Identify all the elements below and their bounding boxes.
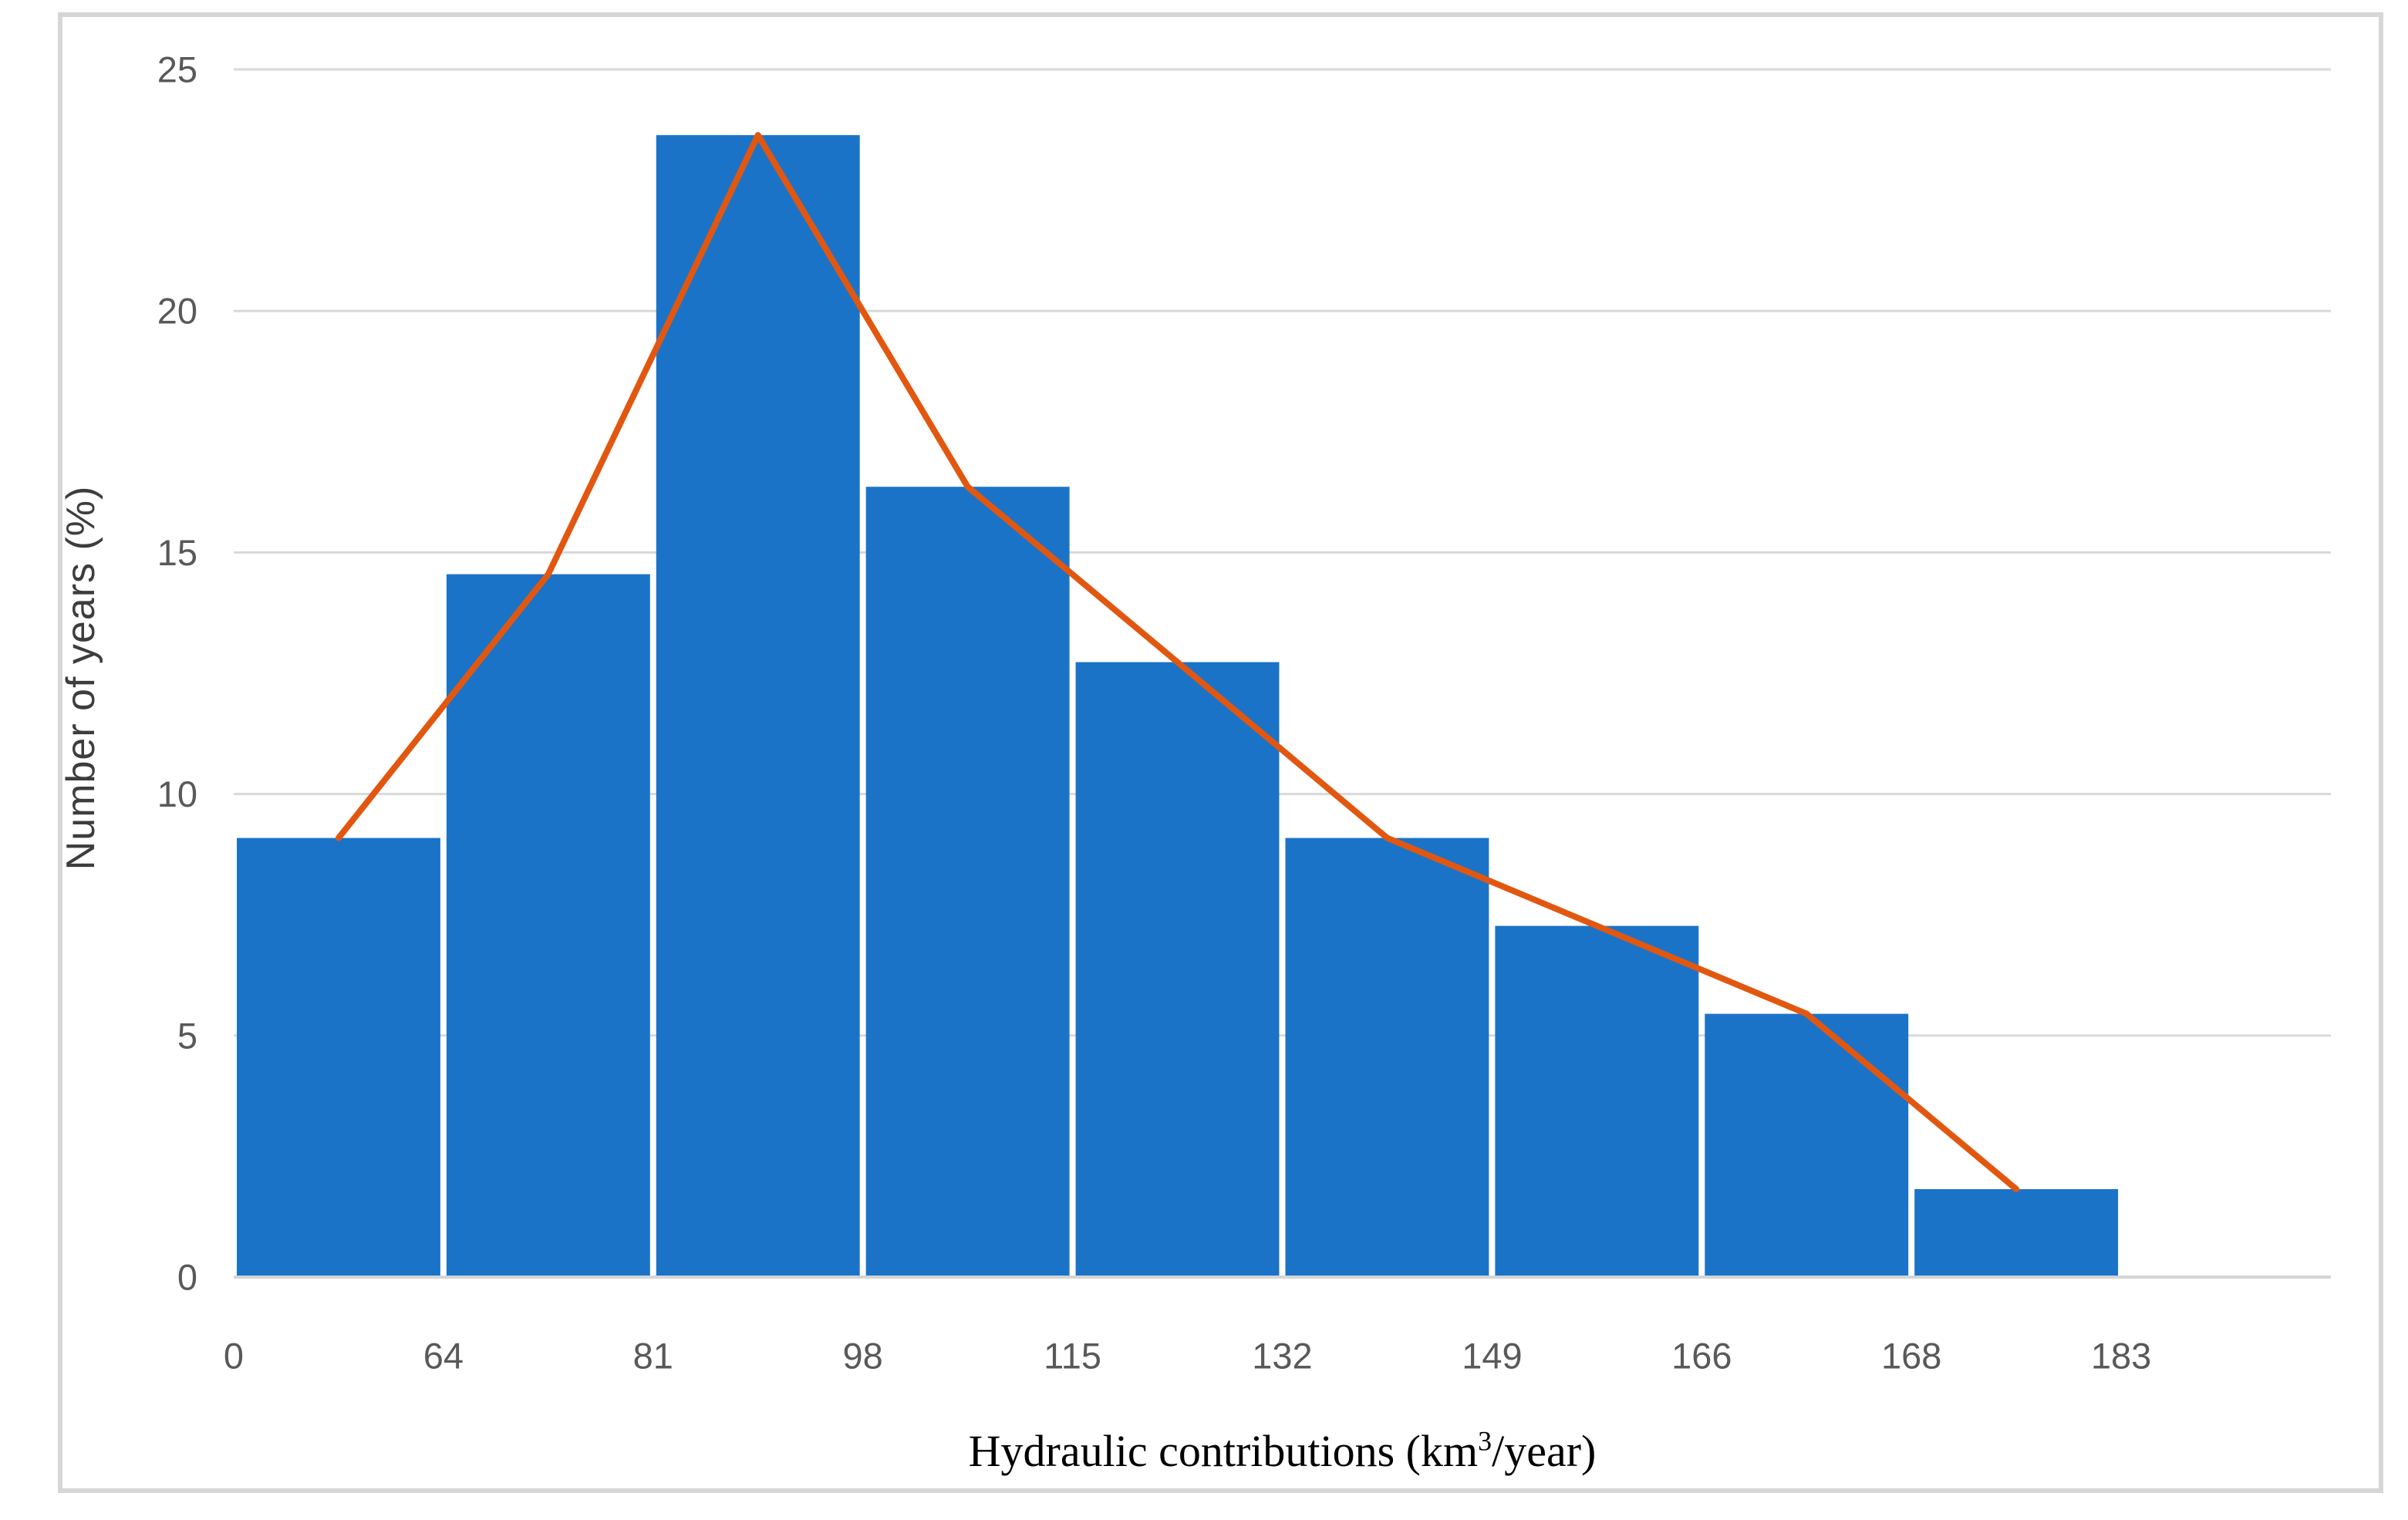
x-tick-label: 149 [1462, 1336, 1522, 1377]
x-axis-title-superscript: 3 [1478, 1425, 1492, 1457]
y-tick-label: 0 [177, 1257, 197, 1298]
y-tick-label: 20 [157, 291, 197, 332]
y-axis-title: Number of years (%) [59, 485, 103, 871]
x-tick-label: 168 [1881, 1336, 1941, 1377]
x-tick-label: 183 [2091, 1336, 2151, 1377]
x-tick-label: 64 [423, 1336, 464, 1377]
x-tick-label: 81 [633, 1336, 673, 1377]
x-axis-title-prefix: Hydraulic contributions (km [968, 1426, 1479, 1476]
y-tick-labels-group: 0 5 10 15 20 25 [157, 49, 197, 1298]
y-tick-label: 25 [157, 49, 197, 90]
histogram-bar [446, 574, 650, 1277]
histogram-bar [656, 135, 860, 1277]
histogram-bar [1705, 1013, 1909, 1277]
histogram-bar [1075, 662, 1280, 1277]
frequency-polygon-group [335, 132, 2020, 1192]
histogram-bar [1914, 1188, 2119, 1277]
histogram-bar [1285, 838, 1489, 1277]
histogram-bar [1495, 925, 1699, 1277]
x-tick-label: 0 [224, 1336, 244, 1377]
x-tick-label: 98 [843, 1336, 883, 1377]
histogram-bar [865, 487, 1070, 1277]
x-tick-label: 132 [1252, 1336, 1312, 1377]
x-axis-title-suffix: /year) [1492, 1426, 1597, 1476]
x-tick-label: 166 [1671, 1336, 1732, 1377]
y-tick-label: 15 [157, 532, 197, 573]
y-tick-label: 5 [177, 1015, 197, 1056]
x-tick-labels-group: 0 64 81 98 115 132 149 166 168 183 [224, 1336, 2151, 1377]
y-tick-label: 10 [157, 773, 197, 814]
frequency-polygon-line [335, 132, 2020, 1192]
histogram-bar [237, 838, 440, 1277]
x-tick-label: 115 [1044, 1336, 1101, 1377]
x-axis-title: Hydraulic contributions (km3/year) [234, 1425, 2331, 1477]
histogram-bars-group [237, 135, 2119, 1277]
